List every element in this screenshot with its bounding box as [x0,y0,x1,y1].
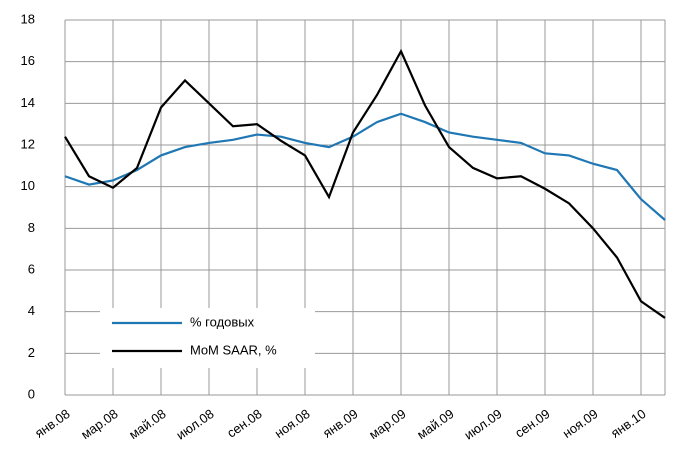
y-tick-label: 12 [21,136,35,151]
series-line [64,112,666,221]
series-line [64,48,666,319]
y-tick-label: 16 [21,53,35,68]
y-tick-label: 10 [21,178,35,193]
legend-label: MoM SAAR, % [190,342,277,357]
x-tick-label: ноя.09 [560,406,601,441]
y-tick-label: 4 [28,303,35,318]
x-tick-label: июл.08 [173,406,216,443]
y-tick-label: 6 [28,261,35,276]
legend-box [100,308,315,368]
x-tick-label: май.09 [414,406,457,442]
y-tick-label: 2 [28,345,35,360]
x-tick-label: май.08 [126,406,169,442]
y-tick-label: 8 [28,220,35,235]
x-tick-label: янв.08 [32,406,73,441]
y-tick-label: 14 [21,95,35,110]
legend-label: % годовых [190,314,255,329]
legend: % годовых MoM SAAR, % [100,308,315,368]
x-tick-label: янв.10 [608,406,649,441]
x-tick-label: сен.09 [512,406,553,441]
y-tick-label: 0 [28,386,35,401]
x-tick-label: ноя.08 [272,406,313,441]
x-tick-label: янв.09 [320,406,361,441]
x-tick-label: июл.09 [461,406,504,443]
x-tick-label: сен.08 [224,406,265,441]
x-tick-label: мар.08 [78,406,121,442]
y-tick-label: 18 [21,11,35,26]
x-tick-label: мар.09 [366,406,409,442]
